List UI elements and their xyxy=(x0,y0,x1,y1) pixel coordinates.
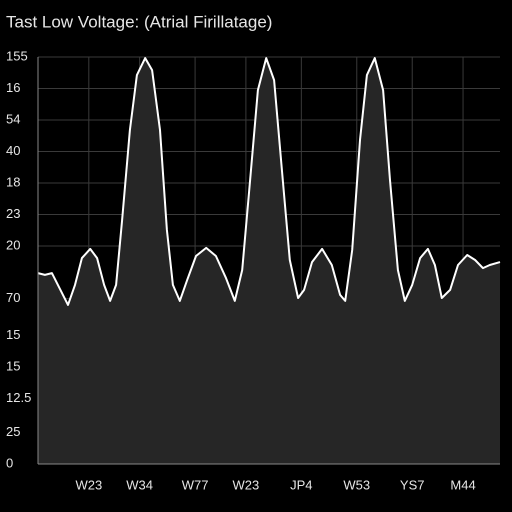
line xyxy=(37,57,501,306)
x-tick-label: JP4 xyxy=(290,477,312,492)
x-tick-label: W23 xyxy=(75,477,102,492)
chart-title: Tast Low Voltage: (Atrial Firillatage) xyxy=(6,12,272,31)
y-tick-label: 23 xyxy=(6,206,20,221)
y-tick-label: 25 xyxy=(6,424,20,439)
x-tick-label: M44 xyxy=(450,477,475,492)
y-tick-label: 15 xyxy=(6,358,20,373)
area xyxy=(38,58,500,464)
y-tick-label: 155 xyxy=(6,48,28,63)
x-tick-label: W34 xyxy=(126,477,153,492)
y-tick-label: 18 xyxy=(6,174,20,189)
x-tick-label: YS7 xyxy=(400,477,425,492)
x-tick-label: W77 xyxy=(182,477,209,492)
y-tick-label: 54 xyxy=(6,111,20,126)
y-tick-label: 0 xyxy=(6,455,13,470)
y-tick-label: 16 xyxy=(6,80,20,95)
y-tick-label: 40 xyxy=(6,143,20,158)
y-tick-label: 20 xyxy=(6,237,20,252)
y-tick-label: 15 xyxy=(6,327,20,342)
x-tick-label: W23 xyxy=(233,477,260,492)
y-tick-label: 12.5 xyxy=(6,390,31,405)
x-tick-label: W53 xyxy=(343,477,370,492)
y-tick-label: 70 xyxy=(6,290,20,305)
